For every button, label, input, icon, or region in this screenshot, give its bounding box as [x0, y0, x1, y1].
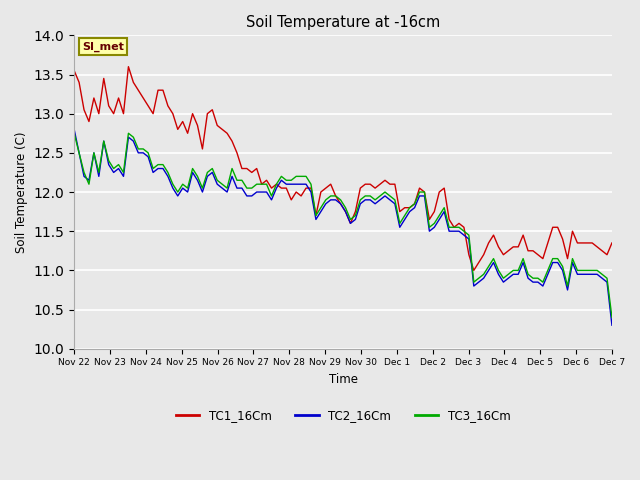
TC3_16Cm [332, 193, 339, 199]
Title: Soil Temperature at -16cm: Soil Temperature at -16cm [246, 15, 440, 30]
TC1_16Cm [125, 64, 132, 70]
TC1_16Cm [322, 185, 330, 191]
Text: SI_met: SI_met [82, 41, 124, 52]
TC2_16Cm [450, 228, 458, 234]
TC3_16Cm [317, 205, 324, 211]
TC3_16Cm [608, 314, 616, 320]
TC2_16Cm [573, 271, 581, 277]
TC2_16Cm [332, 197, 339, 203]
TC2_16Cm [228, 173, 236, 179]
Y-axis label: Soil Temperature (C): Soil Temperature (C) [15, 131, 28, 253]
TC1_16Cm [608, 240, 616, 246]
X-axis label: Time: Time [328, 373, 358, 386]
TC3_16Cm [573, 267, 581, 273]
TC1_16Cm [584, 240, 591, 246]
TC2_16Cm [593, 271, 601, 277]
Line: TC1_16Cm: TC1_16Cm [74, 67, 612, 270]
TC3_16Cm [228, 166, 236, 171]
Line: TC3_16Cm: TC3_16Cm [74, 133, 612, 317]
TC3_16Cm [593, 267, 601, 273]
Line: TC2_16Cm: TC2_16Cm [74, 129, 612, 325]
TC2_16Cm [608, 323, 616, 328]
TC2_16Cm [317, 209, 324, 215]
TC3_16Cm [450, 225, 458, 230]
TC1_16Cm [337, 201, 344, 207]
TC1_16Cm [70, 68, 78, 73]
TC1_16Cm [470, 267, 477, 273]
TC1_16Cm [603, 252, 611, 258]
TC2_16Cm [70, 126, 78, 132]
Legend: TC1_16Cm, TC2_16Cm, TC3_16Cm: TC1_16Cm, TC2_16Cm, TC3_16Cm [171, 405, 515, 427]
TC1_16Cm [455, 220, 463, 226]
TC3_16Cm [70, 131, 78, 136]
TC1_16Cm [233, 150, 241, 156]
